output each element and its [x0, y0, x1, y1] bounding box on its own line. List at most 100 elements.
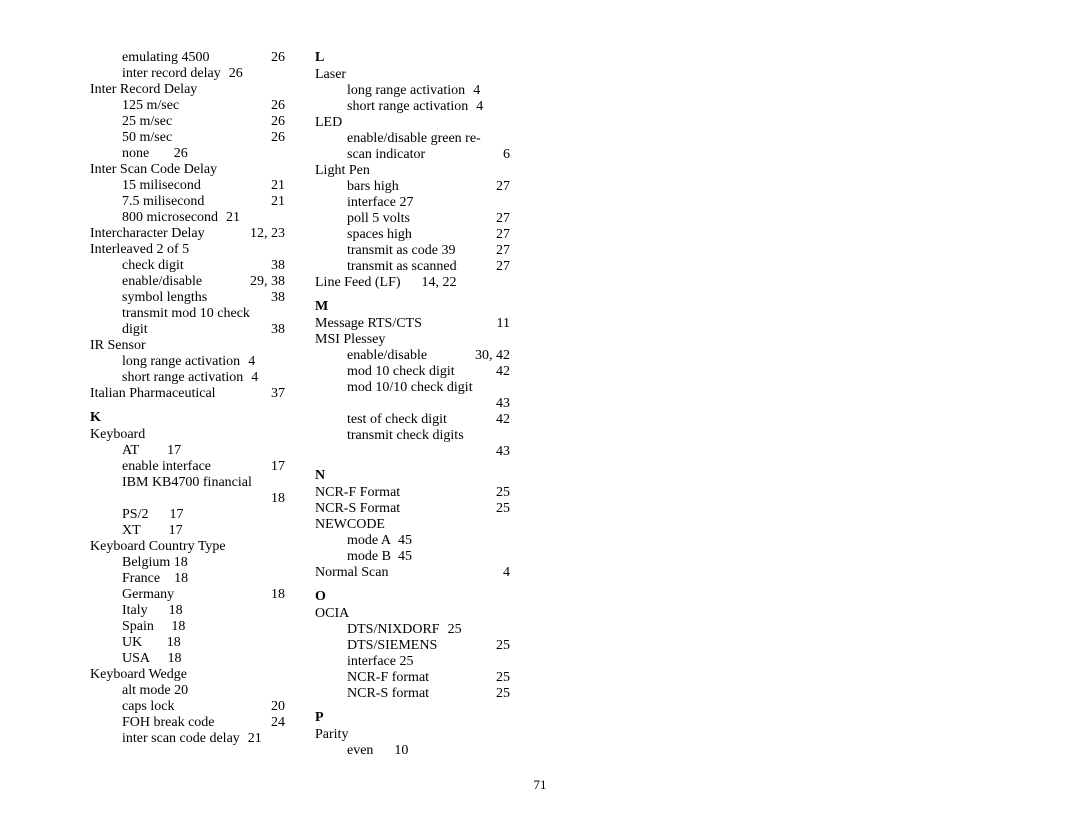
index-entry-pages: 25: [488, 638, 510, 654]
index-entry: transmit as scanned27: [315, 259, 510, 275]
index-entry-label: Intercharacter Delay: [90, 226, 205, 242]
index-column-right: LLaserlong range activation4short range …: [315, 50, 510, 759]
index-entry-label: transmit as code 39: [347, 243, 455, 259]
index-entry: Keyboard Country Type: [90, 539, 285, 555]
index-entry-label: mod 10/10 check digit: [347, 380, 473, 396]
index-entry-label: NCR-F Format: [315, 485, 400, 501]
index-entry: emulating 4500 26: [90, 50, 285, 66]
index-entry-pages: 4: [465, 83, 480, 99]
index-entry: UK 18: [90, 635, 285, 651]
index-entry: IR Sensor: [90, 338, 285, 354]
index-entry: IBM KB4700 financial: [90, 475, 285, 491]
index-entry-pages: 21: [240, 731, 262, 747]
index-entry-label: none 26: [122, 146, 188, 162]
index-letter: K: [90, 410, 285, 426]
index-entry-pages: 27: [488, 179, 510, 195]
index-entry-label: caps lock: [122, 699, 174, 715]
index-entry-label: interface 27: [347, 195, 413, 211]
index-entry: short range activation4: [90, 370, 285, 386]
index-entry: Light Pen: [315, 163, 510, 179]
index-entry-pages: 11: [489, 316, 510, 332]
index-entry-label: emulating 4500: [122, 50, 210, 66]
index-entry: scan indicator6: [315, 147, 510, 163]
index-entry-label: alt mode 20: [122, 683, 188, 699]
index-entry-label: poll 5 volts: [347, 211, 410, 227]
index-entry: transmit mod 10 check: [90, 306, 285, 322]
index-entry-label: digit: [122, 322, 148, 338]
index-entry-pages: 24: [263, 715, 285, 731]
index-entry-label: Italian Pharmaceutical: [90, 386, 216, 402]
index-entry-label: NCR-S format: [347, 686, 429, 702]
index-entry: 15 milisecond21: [90, 178, 285, 194]
index-entry-pages: 18: [263, 587, 285, 603]
index-entry: Message RTS/CTS 11: [315, 316, 510, 332]
index-entry: USA 18: [90, 651, 285, 667]
index-entry: NCR-S format 25: [315, 686, 510, 702]
index-letter: M: [315, 299, 510, 315]
index-entry: Parity: [315, 727, 510, 743]
index-entry-pages: 26: [263, 98, 285, 114]
index-entry-label: long range activation: [347, 83, 465, 99]
index-entry-label: DTS/NIXDORF: [347, 622, 440, 638]
index-entry: Germany18: [90, 587, 285, 603]
index-entry-pages: 42: [488, 364, 510, 380]
index-entry-label: Inter Record Delay: [90, 82, 197, 98]
index-entry-label: Message RTS/CTS: [315, 316, 422, 332]
index-entry: 50 m/sec26: [90, 130, 285, 146]
index-letter: N: [315, 468, 510, 484]
index-entry-pages: 27: [488, 259, 510, 275]
index-entry: LED: [315, 115, 510, 131]
index-entry-label: short range activation: [347, 99, 468, 115]
index-entry-label: NCR-S Format: [315, 501, 400, 517]
index-entry: 125 m/sec 26: [90, 98, 285, 114]
index-entry: Laser: [315, 67, 510, 83]
index-entry-label: symbol lengths: [122, 290, 207, 306]
index-entry-label: Light Pen: [315, 163, 370, 179]
index-entry: short range activation4: [315, 99, 510, 115]
index-entry-pages: 27: [488, 211, 510, 227]
index-entry-pages: 25: [440, 622, 462, 638]
index-entry-pages: 6: [495, 147, 510, 163]
index-entry-label: LED: [315, 115, 342, 131]
index-entry: NCR-F format25: [315, 670, 510, 686]
index-entry-pages: 38: [263, 290, 285, 306]
index-entry-label: enable/disable: [347, 348, 427, 364]
index-entry-pages: 30, 42: [467, 348, 510, 364]
index-entry: symbol lengths 38: [90, 290, 285, 306]
index-entry: none 26: [90, 146, 285, 162]
index-entry: MSI Plessey: [315, 332, 510, 348]
index-entry-label: USA 18: [122, 651, 182, 667]
index-entry: France 18: [90, 571, 285, 587]
index-entry-label: Keyboard Wedge: [90, 667, 187, 683]
index-entry-label: mod 10 check digit: [347, 364, 455, 380]
index-entry: Intercharacter Delay 12, 23: [90, 226, 285, 242]
index-entry: 800 microsecond21: [90, 210, 285, 226]
index-entry-label: inter record delay: [122, 66, 221, 82]
index-entry-pages: 25: [488, 686, 510, 702]
index-entry-pages: 26: [263, 114, 285, 130]
index-entry-label: 15 milisecond: [122, 178, 201, 194]
index-entry-label: FOH break code: [122, 715, 215, 731]
index-letter: O: [315, 589, 510, 605]
index-entry-label: enable interface: [122, 459, 211, 475]
index-entry-label: long range activation: [122, 354, 240, 370]
index-entry-label: PS/2 17: [122, 507, 183, 523]
index-entry-label: enable/disable green re-: [347, 131, 481, 147]
index-entry-label: 125 m/sec: [122, 98, 179, 114]
index-entry-pages: 21: [263, 194, 285, 210]
index-entry: FOH break code 24: [90, 715, 285, 731]
index-entry-label: Normal Scan: [315, 565, 388, 581]
index-entry: Line Feed (LF) 14, 22: [315, 275, 510, 291]
index-entry: long range activation4: [90, 354, 285, 370]
index-entry-pages: 12, 23: [242, 226, 285, 242]
index-entry-pages: 25: [488, 485, 510, 501]
index-entry-pages: 4: [240, 354, 255, 370]
index-entry-pages: 17: [263, 459, 285, 475]
index-entry: NCR-S Format25: [315, 501, 510, 517]
index-entry-pages: 26: [263, 50, 285, 66]
index-entry-label: short range activation: [122, 370, 243, 386]
index-entry: 43: [315, 444, 510, 460]
index-entry: Keyboard: [90, 427, 285, 443]
index-entry-label: Italy 18: [122, 603, 183, 619]
index-entry: inter record delay26: [90, 66, 285, 82]
